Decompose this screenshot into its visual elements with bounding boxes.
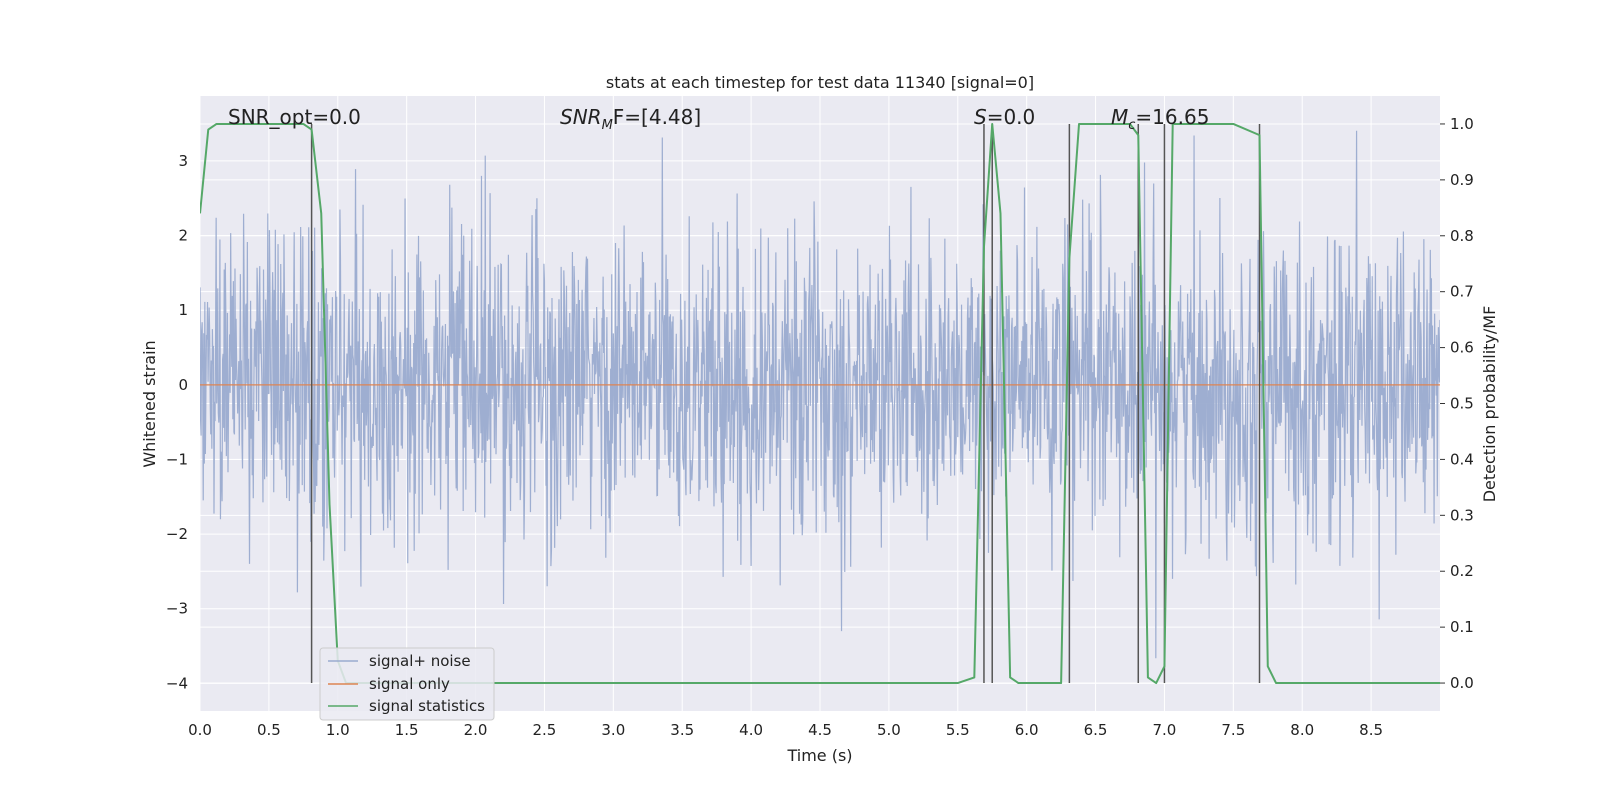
x-tick-label: 1.5 [395,721,419,739]
y-right-tick-label: 0.1 [1450,618,1474,636]
legend-label-signal-only: signal only [369,675,450,693]
x-tick-label: 6.5 [1084,721,1108,739]
x-tick-label: 7.5 [1221,721,1245,739]
y-right-axis-label: Detection probability/MF [1480,306,1499,503]
annotation-snr-opt: SNR_opt=0.0 [228,105,361,129]
y-right-tick-label: 0.7 [1450,283,1474,301]
y-left-tick-label: 1 [178,301,188,319]
y-left-axis-label: Whitened strain [140,340,159,467]
x-tick-label: 4.0 [739,721,763,739]
y-right-tick-label: 0.4 [1450,450,1474,468]
legend: signal+ noise signal only signal statist… [319,647,495,721]
y-right-tick-label: 0.9 [1450,171,1474,189]
y-right-tick-label: 1.0 [1450,115,1474,133]
legend-box [319,647,495,721]
series-signal-noise [200,130,1440,659]
y-left-tick-label: −1 [166,450,188,468]
detection-vertical-lines [310,123,1261,684]
x-tick-label: 0.0 [188,721,212,739]
x-axis-ticks: 0.0 0.5 1.0 1.5 2.0 2.5 3.0 3.5 4.0 4.5 5.0 5.5 6.0 6… [188,721,1383,739]
x-tick-label: 4.5 [808,721,832,739]
series-line-signal-noise [200,130,1440,659]
y-right-tick-label: 0.6 [1450,339,1474,357]
x-tick-label: 0.5 [257,721,281,739]
series-signal-statistics [200,122,1440,685]
x-axis-label: Time (s) [786,746,852,765]
y-left-tick-label: −2 [166,525,188,543]
x-tick-label: 7.0 [1153,721,1177,739]
annotation-s: S=0.0 [974,105,1035,129]
annotation-snr-mf: SNRMF=[4.48] [560,105,701,133]
x-tick-label: 6.0 [1015,721,1039,739]
x-tick-label: 2.0 [464,721,488,739]
y-left-tick-label: −4 [166,674,188,692]
series-line-signal-statistics [200,122,1440,685]
chart-title: stats at each timestep for test data 113… [606,73,1034,92]
x-tick-label: 2.5 [533,721,557,739]
y-left-tick-label: −3 [166,600,188,618]
y-right-tick-label: 0.0 [1450,674,1474,692]
y-left-tick-label: 2 [178,227,188,245]
y-right-tick-label: 0.8 [1450,227,1474,245]
x-tick-label: 8.5 [1359,721,1383,739]
x-tick-label: 5.5 [946,721,970,739]
y-left-tick-label: 0 [178,376,188,394]
y-right-tick-label: 0.5 [1450,395,1474,413]
legend-label-signal-noise: signal+ noise [369,652,471,670]
x-tick-label: 3.0 [601,721,625,739]
y-right-axis-ticks: 1.0 0.9 0.8 0.7 0.6 0.5 0.4 0.3 0.2 0.1 0.0 [1440,115,1474,692]
x-tick-label: 3.5 [670,721,694,739]
y-left-tick-label: 3 [178,152,188,170]
x-tick-label: 5.0 [877,721,901,739]
legend-label-signal-statistics: signal statistics [369,697,485,715]
x-tick-label: 8.0 [1290,721,1314,739]
y-left-axis-ticks: 3 2 1 0 −1 −2 −3 −4 [166,152,188,692]
annotation-mc: Mc=16.65 [1111,105,1209,133]
x-tick-label: 1.0 [326,721,350,739]
y-right-tick-label: 0.3 [1450,506,1474,524]
y-right-tick-label: 0.2 [1450,562,1474,580]
